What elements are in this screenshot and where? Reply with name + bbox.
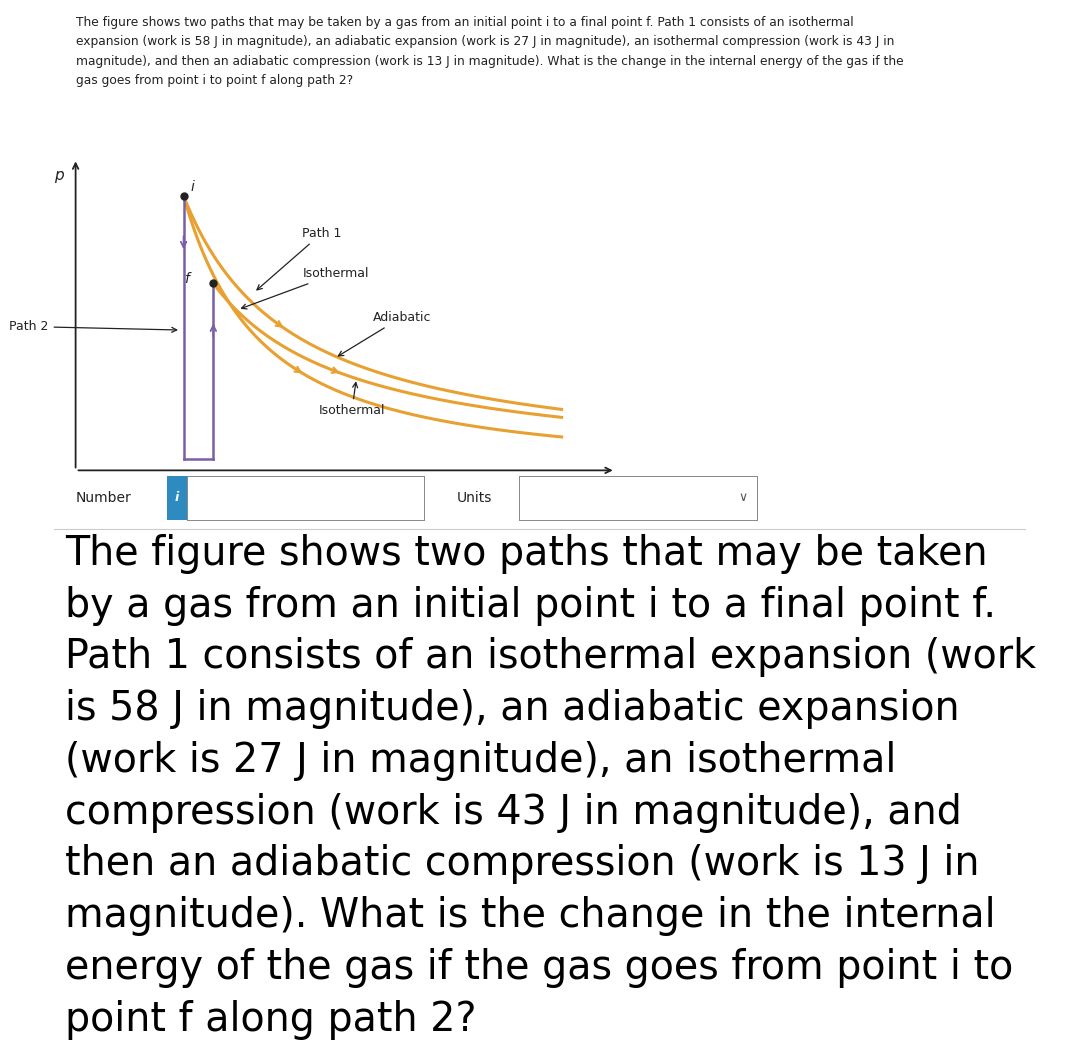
Text: Adiabatic: Adiabatic [338,311,431,356]
Text: p: p [54,168,64,183]
Text: f: f [184,273,189,286]
Text: Path 2: Path 2 [10,320,177,333]
Text: The figure shows two paths that may be taken by a gas from an initial point i to: The figure shows two paths that may be t… [76,16,903,88]
Text: i: i [190,181,194,194]
Text: Number: Number [76,490,132,505]
Text: Isothermal: Isothermal [242,267,369,309]
Text: V: V [597,477,607,493]
Text: Isothermal: Isothermal [319,383,386,418]
Text: ∨: ∨ [739,492,747,504]
Text: Units: Units [457,490,492,505]
Text: Path 1: Path 1 [257,226,341,290]
Text: i: i [175,492,179,504]
Text: The figure shows two paths that may be taken
by a gas from an initial point i to: The figure shows two paths that may be t… [65,534,1036,1040]
